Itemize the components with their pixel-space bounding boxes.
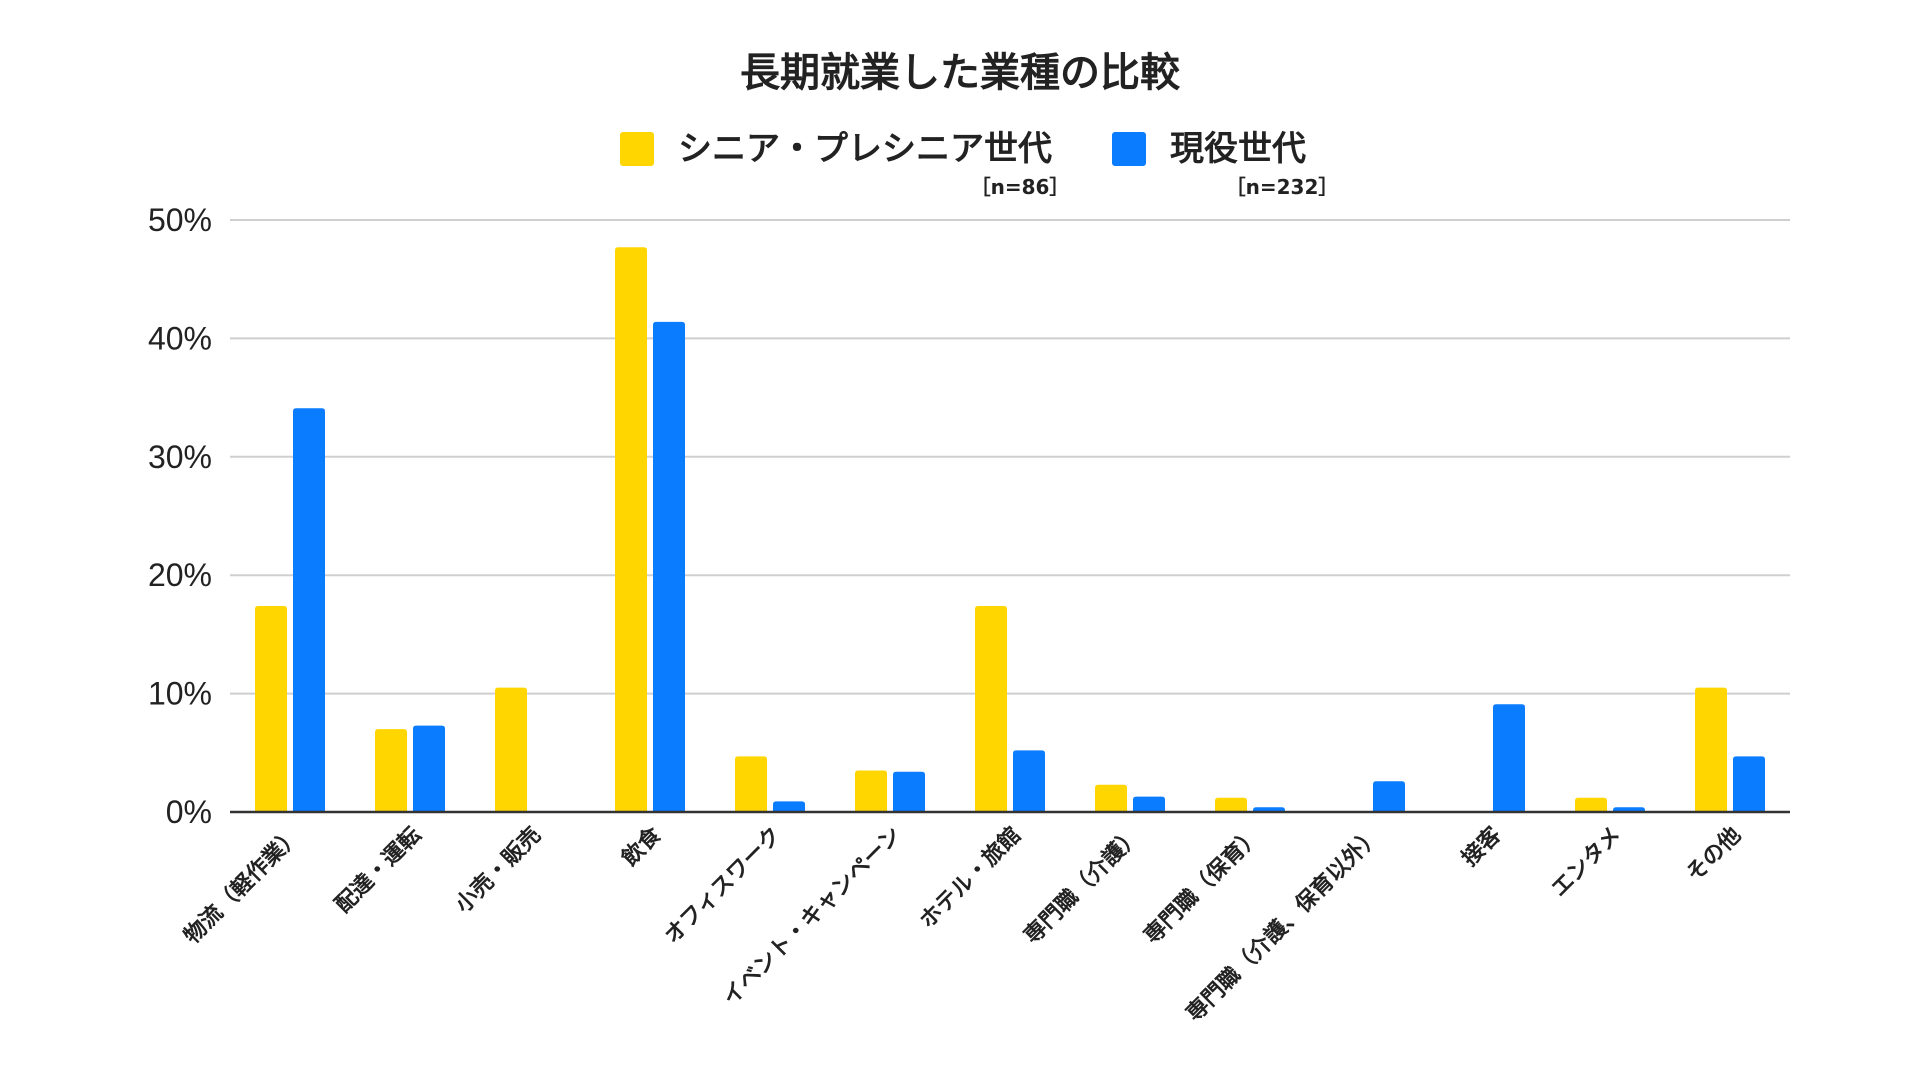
bar-senior — [1695, 687, 1727, 812]
bar-working — [653, 321, 685, 812]
legend-n-senior: ［n=86］ — [971, 175, 1070, 199]
bar-senior — [1215, 797, 1247, 812]
legend-label-senior: シニア・プレシニア世代 — [678, 129, 1052, 169]
bar-senior — [1575, 797, 1607, 812]
x-tick-label: 専門職（介護） — [1019, 822, 1146, 949]
bar-working — [1493, 704, 1525, 812]
bar-working — [1733, 756, 1765, 812]
x-tick-label: ホテル・旅館 — [915, 822, 1027, 934]
bar-senior — [975, 605, 1007, 812]
x-tick-label: 専門職（保育） — [1139, 822, 1266, 949]
gridlines — [230, 219, 1790, 695]
bar-senior — [855, 770, 887, 812]
bar-working — [293, 408, 325, 812]
y-tick-label: 20% — [148, 557, 212, 593]
bar-senior — [615, 247, 647, 812]
bar-senior — [255, 605, 287, 812]
x-tick-label: 飲食 — [616, 821, 667, 872]
bar-working — [893, 771, 925, 812]
y-tick-label: 30% — [148, 439, 212, 475]
x-tick-label: 配達・運転 — [330, 822, 426, 918]
bars — [255, 247, 1765, 812]
bar-senior — [1095, 784, 1127, 812]
x-tick-label: 物流（軽作業） — [179, 822, 306, 949]
bar-senior — [375, 729, 407, 812]
x-tick-label: その他 — [1682, 823, 1746, 887]
bar-working — [413, 725, 445, 812]
legend: シニア・プレシニア世代 ［n=86］ 現役世代 ［n=232］ — [620, 129, 1338, 199]
bar-working — [1013, 750, 1045, 812]
legend-swatch-senior — [620, 132, 654, 166]
bar-senior — [495, 687, 527, 812]
legend-swatch-working — [1112, 132, 1146, 166]
y-tick-label: 10% — [148, 676, 212, 712]
bar-working — [1373, 781, 1405, 812]
legend-n-working: ［n=232］ — [1226, 175, 1339, 199]
y-tick-label: 50% — [148, 202, 212, 238]
x-tick-label: 小売・販売 — [450, 822, 546, 918]
bar-working — [773, 801, 805, 812]
x-tick-label: 接客 — [1457, 821, 1507, 871]
x-tick-label: エンタメ — [1547, 823, 1626, 902]
bar-working — [1133, 796, 1165, 812]
bar-senior — [735, 756, 767, 812]
x-tick-label: オフィスワーク — [660, 823, 786, 949]
x-tick-label: 専門職（介護、保育以外） — [1181, 822, 1386, 1027]
y-tick-label: 0% — [166, 794, 212, 830]
legend-label-working: 現役世代 — [1170, 129, 1306, 169]
y-axis-ticks: 0% 10% 20% 30% 40% 50% — [148, 202, 212, 830]
chart-title: 長期就業した業種の比較 — [740, 50, 1181, 96]
y-tick-label: 40% — [148, 320, 212, 356]
